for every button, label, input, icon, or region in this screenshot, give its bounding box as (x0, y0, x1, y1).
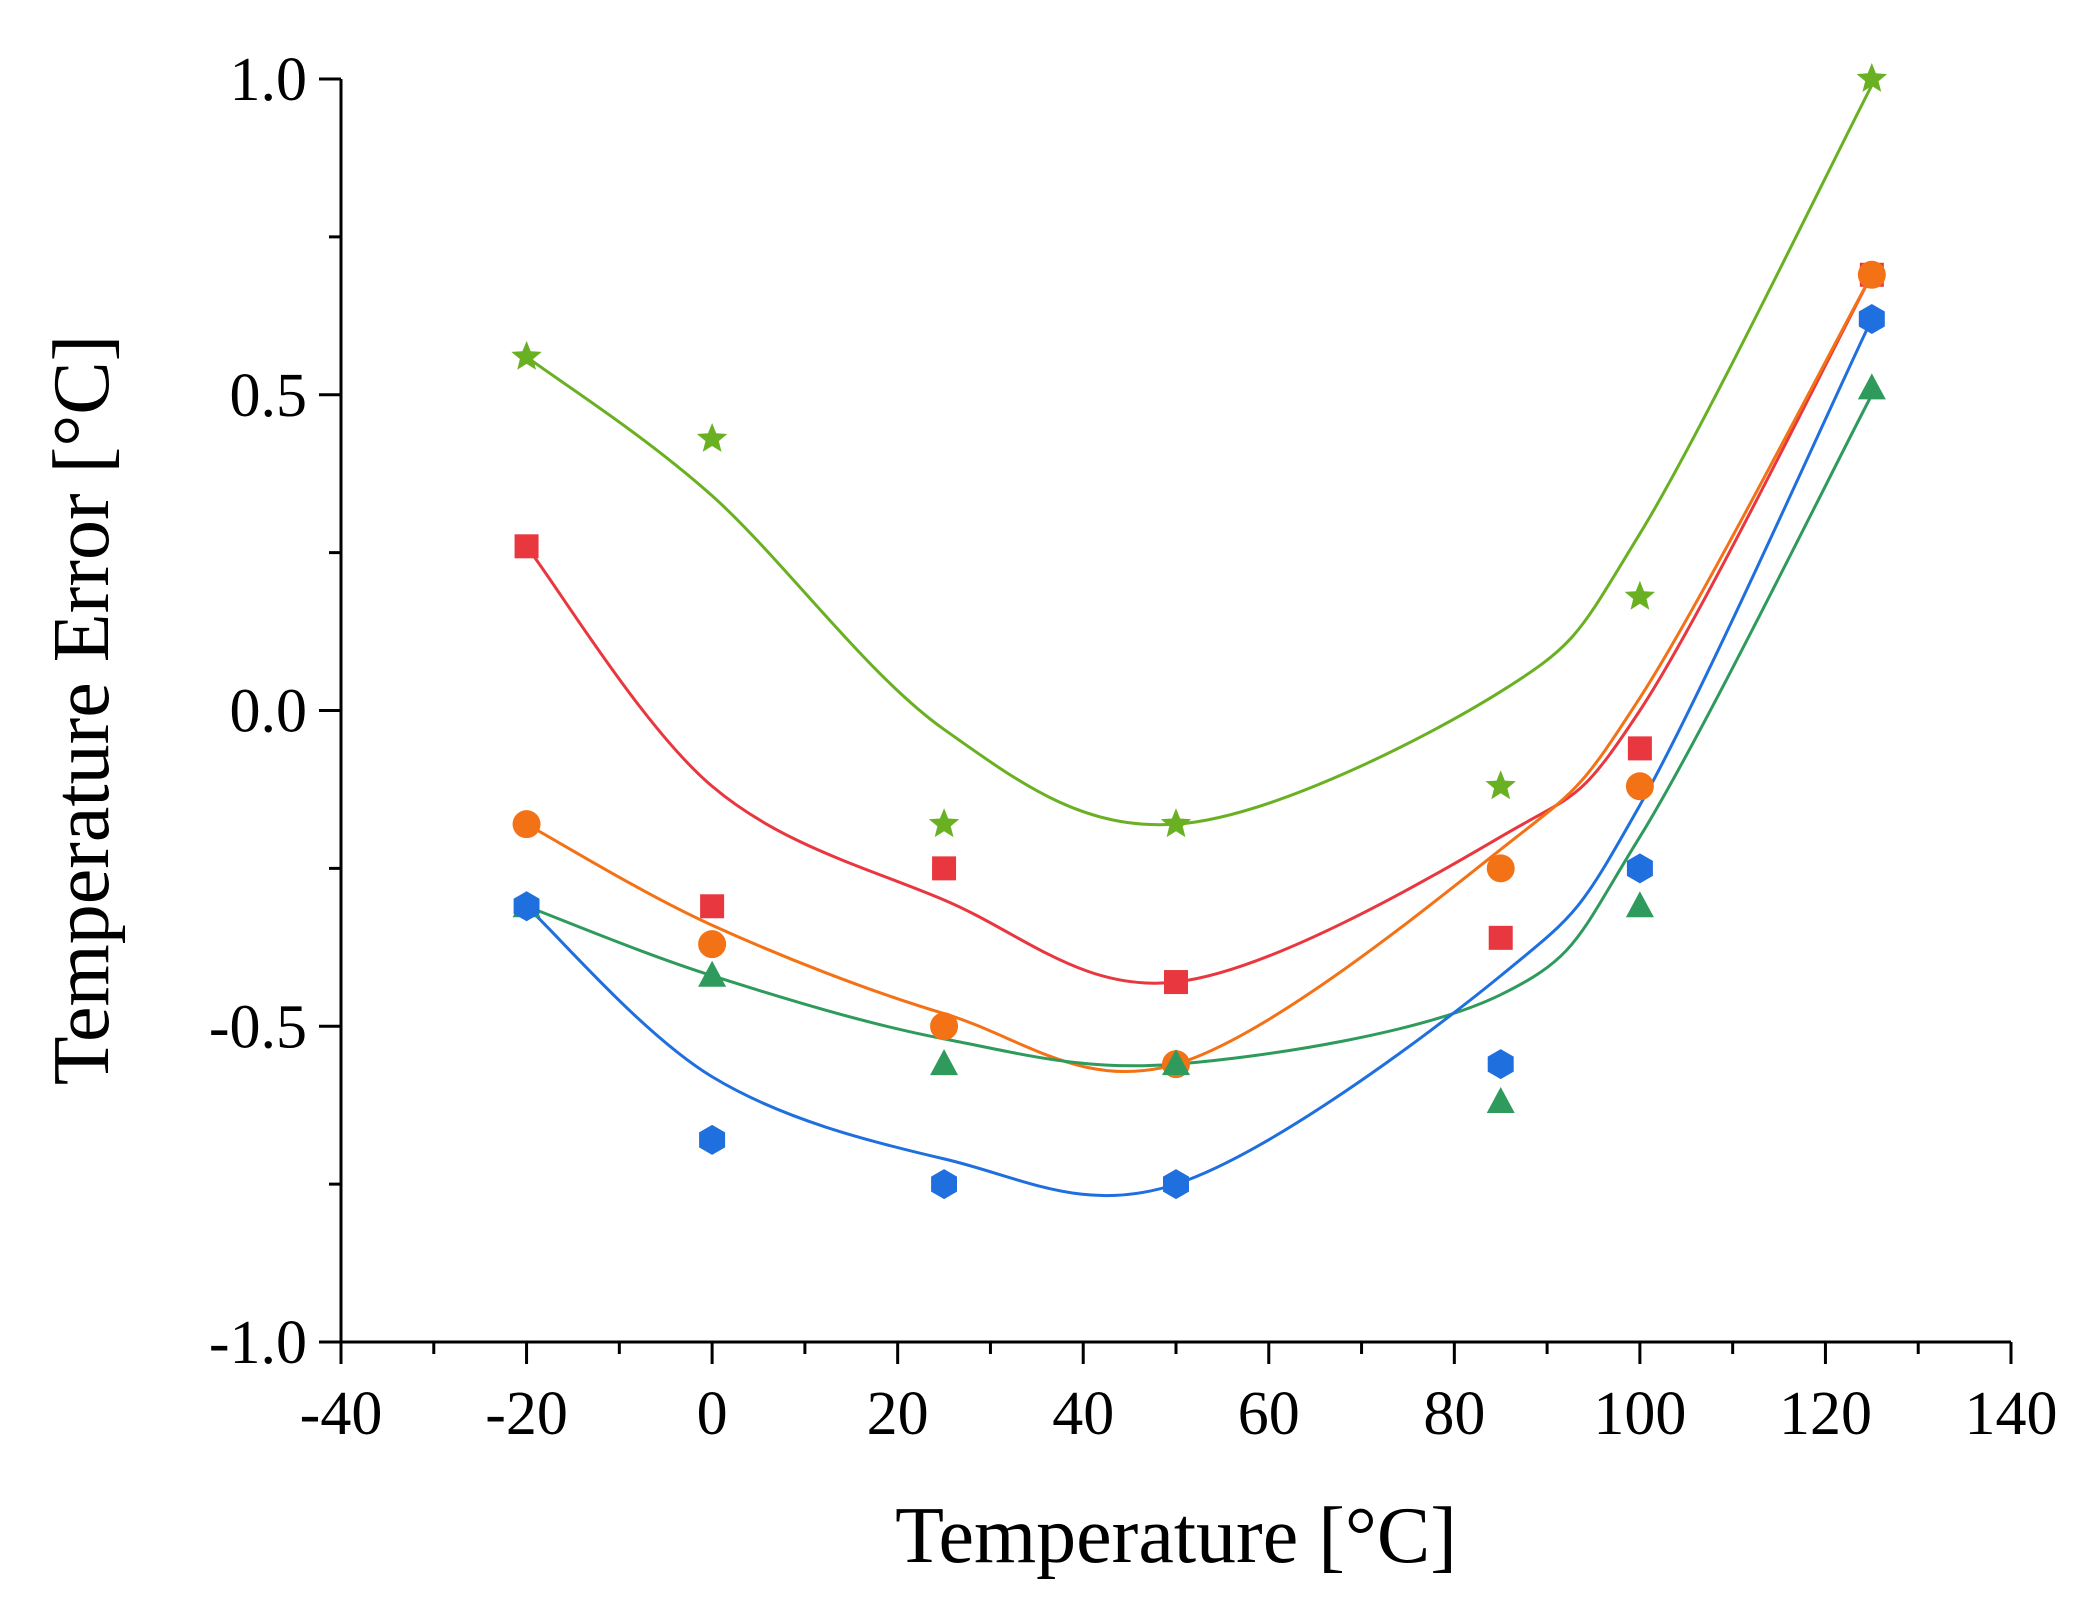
green-star-point (1856, 63, 1888, 92)
teal-triangle-point (1486, 1087, 1515, 1114)
teal-triangle-fit-line (526, 394, 1874, 1068)
orange-circle-point (1486, 854, 1515, 883)
orange-circle-point (698, 930, 727, 959)
green-star-point (1160, 808, 1192, 838)
x-tick-label: 40 (1052, 1380, 1114, 1448)
red-square-point (1488, 925, 1513, 950)
x-tick-label: 120 (1779, 1380, 1872, 1448)
red-square-point (1627, 736, 1652, 761)
teal-triangle-point (930, 1049, 959, 1076)
blue-hexagon-point (1487, 1049, 1514, 1080)
y-axis-title: Temperature Error [°C] (38, 335, 126, 1085)
x-tick-label: 140 (1965, 1380, 2058, 1448)
green-star-fit-line (525, 84, 1874, 827)
y-tick-label: 1.0 (230, 46, 308, 114)
blue-hexagon-point (1163, 1169, 1189, 1200)
green-star-point (1485, 770, 1516, 800)
red-square-point (700, 894, 725, 919)
x-tick-label: 80 (1423, 1380, 1485, 1448)
green-star-point (1624, 580, 1656, 610)
data-markers (511, 63, 1888, 1200)
blue-hexagon-point (699, 1124, 726, 1155)
ticks (319, 77, 2013, 1364)
y-tick-label: -1.0 (209, 1309, 307, 1377)
y-tick-label: 0.0 (230, 678, 308, 746)
blue-hexagon-fit-line (525, 318, 1874, 1198)
red-square-point (932, 856, 957, 881)
y-tick-label: 0.5 (230, 362, 308, 430)
x-tick-label: 20 (867, 1380, 929, 1448)
orange-circle-point (930, 1012, 959, 1041)
axes (339, 79, 2011, 1344)
x-axis-title: Temperature [°C] (895, 1492, 1457, 1580)
blue-hexagon-point (1626, 853, 1653, 884)
teal-triangle-point (1162, 1049, 1190, 1076)
blue-hexagon-point (1858, 304, 1885, 334)
x-tick-label: 60 (1238, 1380, 1300, 1448)
tick-labels: -40 -20 0 20 40 60 80 100 120 140 -1.0 -0.5 0.0 0.5 1.… (209, 46, 2058, 1448)
orange-circle-point (1625, 772, 1654, 801)
red-square-point (514, 534, 539, 559)
blue-hexagon-point (931, 1169, 957, 1200)
teal-triangle-point (1857, 373, 1886, 400)
teal-triangle-point (698, 960, 727, 987)
green-star-point (511, 340, 542, 370)
orange-circle-point (512, 810, 541, 839)
blue-hexagon-point (513, 891, 540, 922)
red-square-point (1164, 970, 1188, 995)
x-tick-label: 100 (1593, 1380, 1686, 1448)
fit-lines (525, 84, 1874, 1198)
y-tick-label: -0.5 (209, 993, 307, 1061)
x-tick-label: -20 (485, 1380, 568, 1448)
red-square-fit-line (525, 274, 1874, 985)
green-star-point (696, 423, 728, 452)
x-tick-label: -40 (300, 1380, 383, 1448)
orange-circle-point (1857, 260, 1886, 289)
green-star-point (928, 808, 960, 838)
x-tick-label: 0 (697, 1380, 728, 1448)
orange-circle-fit-line (525, 274, 1874, 1074)
teal-triangle-point (1625, 891, 1654, 918)
